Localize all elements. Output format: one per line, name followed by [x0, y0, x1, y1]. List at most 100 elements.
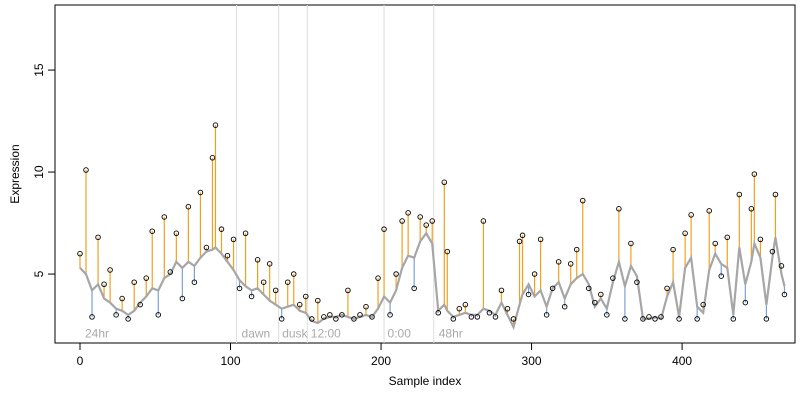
point — [357, 312, 363, 318]
plot-frame — [54, 4, 796, 344]
point — [309, 316, 315, 322]
point — [266, 261, 273, 267]
point — [543, 312, 550, 318]
point — [333, 316, 339, 322]
point — [290, 271, 297, 277]
point — [254, 257, 261, 263]
x-tick-label: 100 — [221, 354, 241, 368]
point — [531, 271, 538, 277]
point — [586, 285, 592, 292]
point — [411, 285, 417, 292]
point — [444, 248, 451, 255]
point — [567, 261, 574, 267]
point — [272, 287, 279, 294]
point — [131, 279, 137, 285]
point — [676, 316, 682, 322]
point — [730, 316, 737, 322]
point — [363, 303, 369, 310]
point — [592, 299, 598, 306]
point — [149, 228, 155, 234]
point — [706, 208, 712, 214]
point — [718, 273, 724, 279]
point — [393, 271, 399, 277]
point — [450, 316, 457, 322]
point — [516, 238, 523, 245]
point — [107, 267, 113, 273]
point — [435, 310, 441, 316]
point — [670, 246, 676, 253]
point — [185, 203, 192, 210]
point — [218, 226, 225, 232]
point — [351, 316, 357, 322]
point — [628, 240, 634, 247]
point — [724, 234, 731, 241]
point — [167, 269, 174, 275]
point — [634, 279, 640, 285]
point — [498, 287, 505, 294]
point — [573, 246, 580, 253]
point — [143, 275, 149, 281]
point — [417, 214, 423, 220]
point — [736, 191, 743, 198]
point — [339, 312, 345, 318]
point — [381, 226, 387, 232]
point — [137, 301, 143, 308]
point — [101, 281, 107, 288]
x-tick-label: 200 — [371, 354, 391, 368]
point — [230, 236, 237, 243]
point — [688, 212, 694, 218]
annotation: 0:00 — [388, 326, 412, 340]
point — [83, 167, 89, 173]
point — [763, 316, 770, 322]
point — [399, 218, 405, 224]
point — [640, 316, 646, 322]
point — [525, 291, 532, 298]
point — [236, 285, 243, 292]
point — [474, 314, 481, 320]
point — [209, 155, 216, 161]
point — [423, 222, 429, 228]
point — [369, 314, 375, 320]
point — [224, 252, 231, 259]
point — [77, 250, 83, 257]
y-tick-label: 5 — [32, 270, 46, 277]
point — [757, 236, 764, 243]
point — [604, 312, 610, 318]
point — [781, 291, 788, 298]
point — [486, 310, 493, 316]
point — [610, 275, 616, 281]
point — [191, 279, 198, 285]
point — [173, 230, 180, 237]
fit-line — [79, 231, 786, 331]
point — [555, 259, 562, 265]
point — [616, 206, 622, 212]
point — [751, 171, 758, 177]
point — [405, 210, 411, 216]
point — [580, 197, 586, 204]
point — [197, 189, 204, 196]
point — [113, 312, 119, 318]
point — [456, 305, 463, 312]
point — [694, 316, 700, 322]
point — [462, 301, 469, 308]
point — [712, 240, 718, 247]
point — [492, 314, 499, 320]
x-tick-label: 300 — [522, 354, 542, 368]
annotation: 24hr — [85, 326, 109, 340]
point — [778, 263, 785, 269]
annotation: 12:00 — [311, 326, 341, 340]
point — [510, 316, 517, 322]
point — [441, 179, 448, 186]
point — [179, 295, 186, 302]
point — [682, 230, 688, 237]
point — [315, 297, 321, 304]
point — [260, 279, 267, 285]
point — [212, 122, 219, 128]
point — [622, 316, 628, 322]
x-axis-title: Sample index — [389, 374, 462, 388]
point — [284, 279, 291, 285]
point — [303, 293, 309, 300]
point — [519, 232, 526, 239]
point — [549, 285, 556, 292]
